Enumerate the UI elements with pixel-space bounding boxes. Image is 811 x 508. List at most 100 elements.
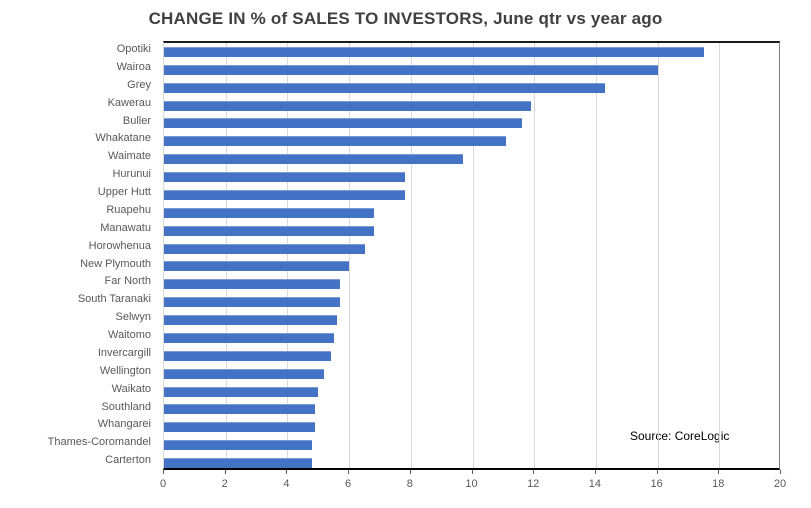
bar-hurunui	[164, 172, 405, 183]
bar-ruapehu	[164, 207, 374, 218]
x-tick-mark	[286, 470, 288, 474]
bar-southland	[164, 404, 316, 415]
category-label: Horowhenua	[88, 239, 151, 252]
gridline	[719, 43, 721, 468]
x-tick-label: 10	[465, 478, 478, 490]
category-label: Opotiki	[116, 43, 151, 55]
gridline	[657, 43, 659, 468]
x-tick-mark	[533, 470, 535, 474]
bar-row	[164, 61, 779, 79]
x-tick-label: 18	[712, 478, 725, 490]
category-label: Ruapehu	[106, 203, 151, 216]
bar-thames-coromandel	[164, 440, 313, 451]
category-label: Grey	[127, 78, 151, 91]
bar-row	[164, 43, 779, 61]
bar-whakatane	[164, 136, 507, 147]
category-label: New Plymouth	[80, 257, 151, 270]
bar-row	[164, 115, 779, 133]
x-tick-label: 12	[527, 478, 540, 490]
bar-row	[164, 168, 779, 186]
category-label: Waitomo	[108, 329, 151, 341]
bar-row	[164, 293, 779, 311]
gridline	[410, 43, 412, 468]
gridline	[472, 43, 474, 468]
bar-row	[164, 347, 779, 365]
bar-row	[164, 275, 779, 293]
x-tick-mark	[718, 470, 720, 474]
bar-row	[164, 240, 779, 258]
bar-south-taranaki	[164, 297, 340, 308]
x-tick-label: 2	[221, 478, 228, 490]
bar-manawatu	[164, 225, 374, 236]
category-label: Carterton	[105, 454, 151, 467]
bar-waikato	[164, 386, 319, 397]
category-label: South Taranaki	[77, 293, 151, 306]
bar-row	[164, 418, 779, 436]
bar-row	[164, 454, 779, 472]
bar-waitomo	[164, 332, 334, 343]
category-label: Selwyn	[115, 311, 151, 324]
x-tick-label: 16	[650, 478, 663, 490]
category-label: Invercargill	[97, 346, 151, 359]
bar-horowhenua	[164, 243, 365, 254]
bar-row	[164, 436, 779, 454]
x-tick-label: 6	[345, 478, 352, 490]
gridline	[287, 43, 289, 468]
chart-title: CHANGE IN % of SALES TO INVESTORS, June …	[148, 9, 663, 28]
bar-wellington	[164, 368, 325, 379]
bar-opotiki	[164, 46, 704, 57]
category-label: Buller	[122, 114, 151, 127]
category-label: Wellington	[99, 364, 151, 377]
plot-area: Source: CoreLogic	[163, 41, 780, 470]
bar-row	[164, 150, 779, 168]
bar-row	[164, 97, 779, 115]
category-label: Kawerau	[107, 96, 151, 109]
x-tick-mark	[471, 470, 473, 474]
category-label: Manawatu	[100, 221, 151, 234]
bar-carterton	[164, 458, 313, 469]
bar-row	[164, 79, 779, 97]
category-label: Far North	[104, 275, 151, 288]
category-label: Southland	[101, 400, 151, 413]
bar-row	[164, 311, 779, 329]
bar-whangarei	[164, 422, 316, 433]
bar-new-plymouth	[164, 261, 350, 272]
x-tick-mark	[224, 470, 226, 474]
bar-row	[164, 204, 779, 222]
x-tick-mark	[780, 470, 781, 474]
bar-row	[164, 222, 779, 240]
source-note: Source: CoreLogic	[630, 429, 730, 443]
bar-invercargill	[164, 350, 331, 361]
category-label: Upper Hutt	[97, 186, 151, 198]
gridline	[349, 43, 351, 468]
x-tick-mark	[656, 470, 658, 474]
bar-row	[164, 258, 779, 276]
bar-upper-hutt	[164, 189, 405, 200]
category-label: Wairoa	[116, 60, 151, 73]
bar-waimate	[164, 154, 464, 165]
x-tick-mark	[163, 470, 164, 474]
bar-far-north	[164, 279, 340, 290]
x-tick-label: 8	[406, 478, 413, 490]
category-label: Whakatane	[95, 132, 151, 145]
x-tick-mark	[409, 470, 411, 474]
bar-grey	[164, 82, 606, 93]
gridline	[534, 43, 536, 468]
bar-row	[164, 186, 779, 204]
gridline	[595, 43, 597, 468]
x-tick-label: 14	[588, 478, 602, 490]
bar-selwyn	[164, 315, 337, 326]
x-tick-label: 4	[283, 478, 290, 490]
category-label: Hurunui	[112, 168, 151, 181]
x-tick-label: 20	[773, 478, 787, 490]
category-label: Whangarei	[97, 418, 151, 431]
bar-row	[164, 383, 779, 401]
y-axis-category-labels: Opotiki Wairoa Grey Kawerau Buller Whakatane W…	[0, 41, 157, 470]
bar-kawerau	[164, 100, 532, 111]
x-tick-mark	[348, 470, 350, 474]
gridline	[225, 43, 227, 468]
x-axis: 0 2 4 6 8 10 12 14 16 18 20	[160, 470, 786, 496]
bar-row	[164, 365, 779, 383]
x-tick-mark	[594, 470, 596, 474]
